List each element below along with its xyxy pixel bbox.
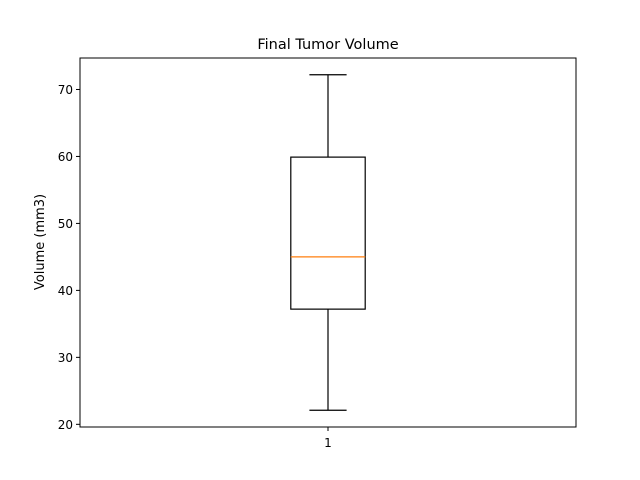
plot-area-frame bbox=[79, 57, 577, 428]
x-axis-ticks: 1 bbox=[324, 427, 332, 450]
interquartile-box bbox=[290, 156, 366, 310]
chart-title: Final Tumor Volume bbox=[257, 37, 398, 53]
box-plot-series bbox=[290, 74, 366, 411]
y-axis-ticks: 20 30 40 50 60 70 bbox=[58, 83, 80, 432]
y-tick-label: 70 bbox=[58, 83, 73, 97]
y-tick-label: 20 bbox=[58, 418, 73, 432]
y-tick-label: 50 bbox=[58, 217, 73, 231]
y-tick-label: 30 bbox=[58, 351, 73, 365]
y-axis-label: Volume (mm3) bbox=[33, 194, 48, 290]
x-tick-label: 1 bbox=[324, 436, 332, 450]
y-tick-label: 60 bbox=[58, 150, 73, 164]
y-tick-label: 40 bbox=[58, 284, 73, 298]
